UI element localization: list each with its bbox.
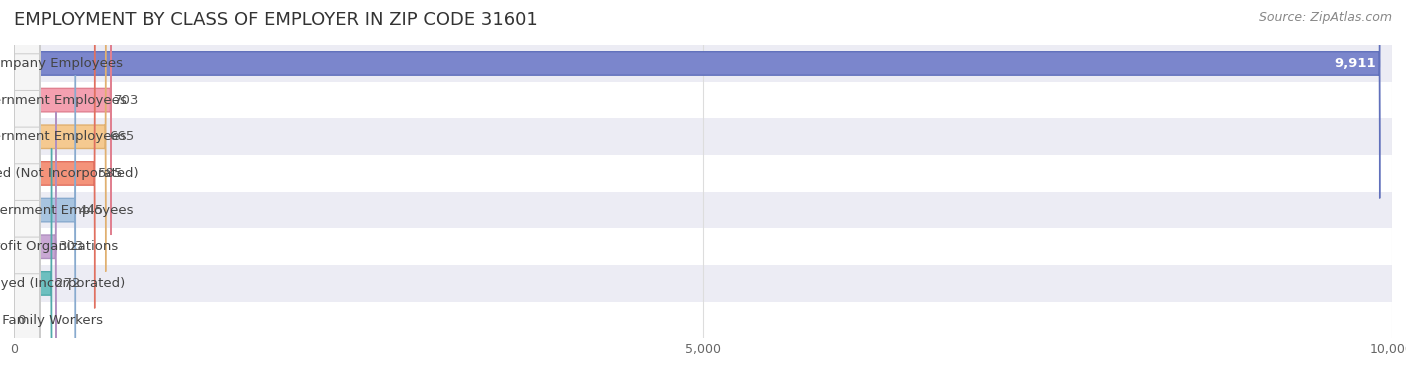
Text: Federal Government Employees: Federal Government Employees (0, 203, 134, 217)
Text: Source: ZipAtlas.com: Source: ZipAtlas.com (1258, 11, 1392, 24)
FancyBboxPatch shape (14, 110, 39, 237)
Text: 9,911: 9,911 (1334, 57, 1375, 70)
Text: EMPLOYMENT BY CLASS OF EMPLOYER IN ZIP CODE 31601: EMPLOYMENT BY CLASS OF EMPLOYER IN ZIP C… (14, 11, 538, 29)
Text: 272: 272 (55, 277, 80, 290)
Bar (14, 45, 1392, 82)
Text: Not-for-profit Organizations: Not-for-profit Organizations (0, 240, 118, 253)
Text: Self-Employed (Incorporated): Self-Employed (Incorporated) (0, 277, 125, 290)
FancyBboxPatch shape (14, 256, 39, 376)
Text: Self-Employed (Not Incorporated): Self-Employed (Not Incorporated) (0, 167, 138, 180)
FancyBboxPatch shape (14, 2, 105, 272)
Text: Unpaid Family Workers: Unpaid Family Workers (0, 314, 103, 327)
FancyBboxPatch shape (14, 220, 39, 347)
FancyBboxPatch shape (14, 75, 76, 345)
Bar (14, 229, 1392, 265)
Bar (14, 82, 1392, 118)
Text: 445: 445 (79, 203, 104, 217)
Bar (14, 118, 1392, 155)
Bar (14, 155, 1392, 192)
Text: 0: 0 (17, 314, 25, 327)
Bar (14, 192, 1392, 229)
Bar (14, 302, 1392, 338)
Text: 585: 585 (98, 167, 124, 180)
FancyBboxPatch shape (14, 149, 52, 376)
FancyBboxPatch shape (14, 112, 56, 376)
FancyBboxPatch shape (14, 73, 39, 200)
FancyBboxPatch shape (14, 38, 94, 308)
Text: State Government Employees: State Government Employees (0, 130, 127, 143)
Text: Private Company Employees: Private Company Employees (0, 57, 122, 70)
Bar (14, 265, 1392, 302)
FancyBboxPatch shape (14, 0, 111, 235)
Text: 303: 303 (59, 240, 84, 253)
Text: 703: 703 (114, 94, 139, 107)
FancyBboxPatch shape (14, 36, 39, 164)
FancyBboxPatch shape (14, 183, 39, 311)
Text: Local Government Employees: Local Government Employees (0, 94, 127, 107)
FancyBboxPatch shape (14, 146, 39, 274)
Text: 665: 665 (110, 130, 135, 143)
FancyBboxPatch shape (14, 0, 1379, 199)
FancyBboxPatch shape (14, 0, 39, 127)
